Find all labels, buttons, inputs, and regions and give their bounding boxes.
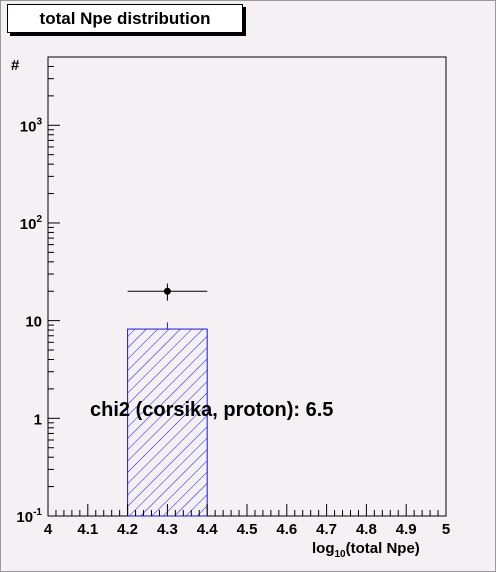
chart-title: total Npe distribution <box>7 4 243 33</box>
y-tick-label-4: 103 <box>20 116 43 135</box>
x-tick-label-10: 5 <box>442 521 450 538</box>
plot-frame <box>47 56 447 517</box>
x-tick-label-6: 4.6 <box>276 521 297 538</box>
chi2-annotation: chi2 (corsika, proton): 6.5 <box>90 399 333 421</box>
x-tick-label-7: 4.7 <box>316 521 337 538</box>
y-axis-title: # <box>11 57 20 74</box>
x-axis-title-sub: 10 <box>335 549 347 560</box>
x-axis-title-base: log <box>312 540 335 557</box>
y-tick-label-3: 102 <box>20 214 43 233</box>
y-tick-label-1: 1 <box>34 411 42 428</box>
histogram-bar-0 <box>127 328 208 517</box>
x-tick-label-4: 4.4 <box>197 521 219 538</box>
x-tick-label-9: 4.9 <box>396 521 417 538</box>
x-tick-label-3: 4.3 <box>157 521 178 538</box>
x-tick-label-5: 4.5 <box>237 521 258 538</box>
x-axis-title: log10(total Npe) <box>312 540 420 560</box>
x-tick-label-1: 4.1 <box>77 521 98 538</box>
x-tick-label-8: 4.8 <box>356 521 377 538</box>
x-tick-label-2: 4.2 <box>117 521 138 538</box>
x-axis-title-rest: (total Npe) <box>346 540 420 557</box>
y-tick-label-0: 10-1 <box>16 507 42 526</box>
y-tick-label-2: 10 <box>25 314 42 331</box>
x-tick-label-0: 4 <box>44 521 53 538</box>
data-point-0 <box>163 287 171 295</box>
